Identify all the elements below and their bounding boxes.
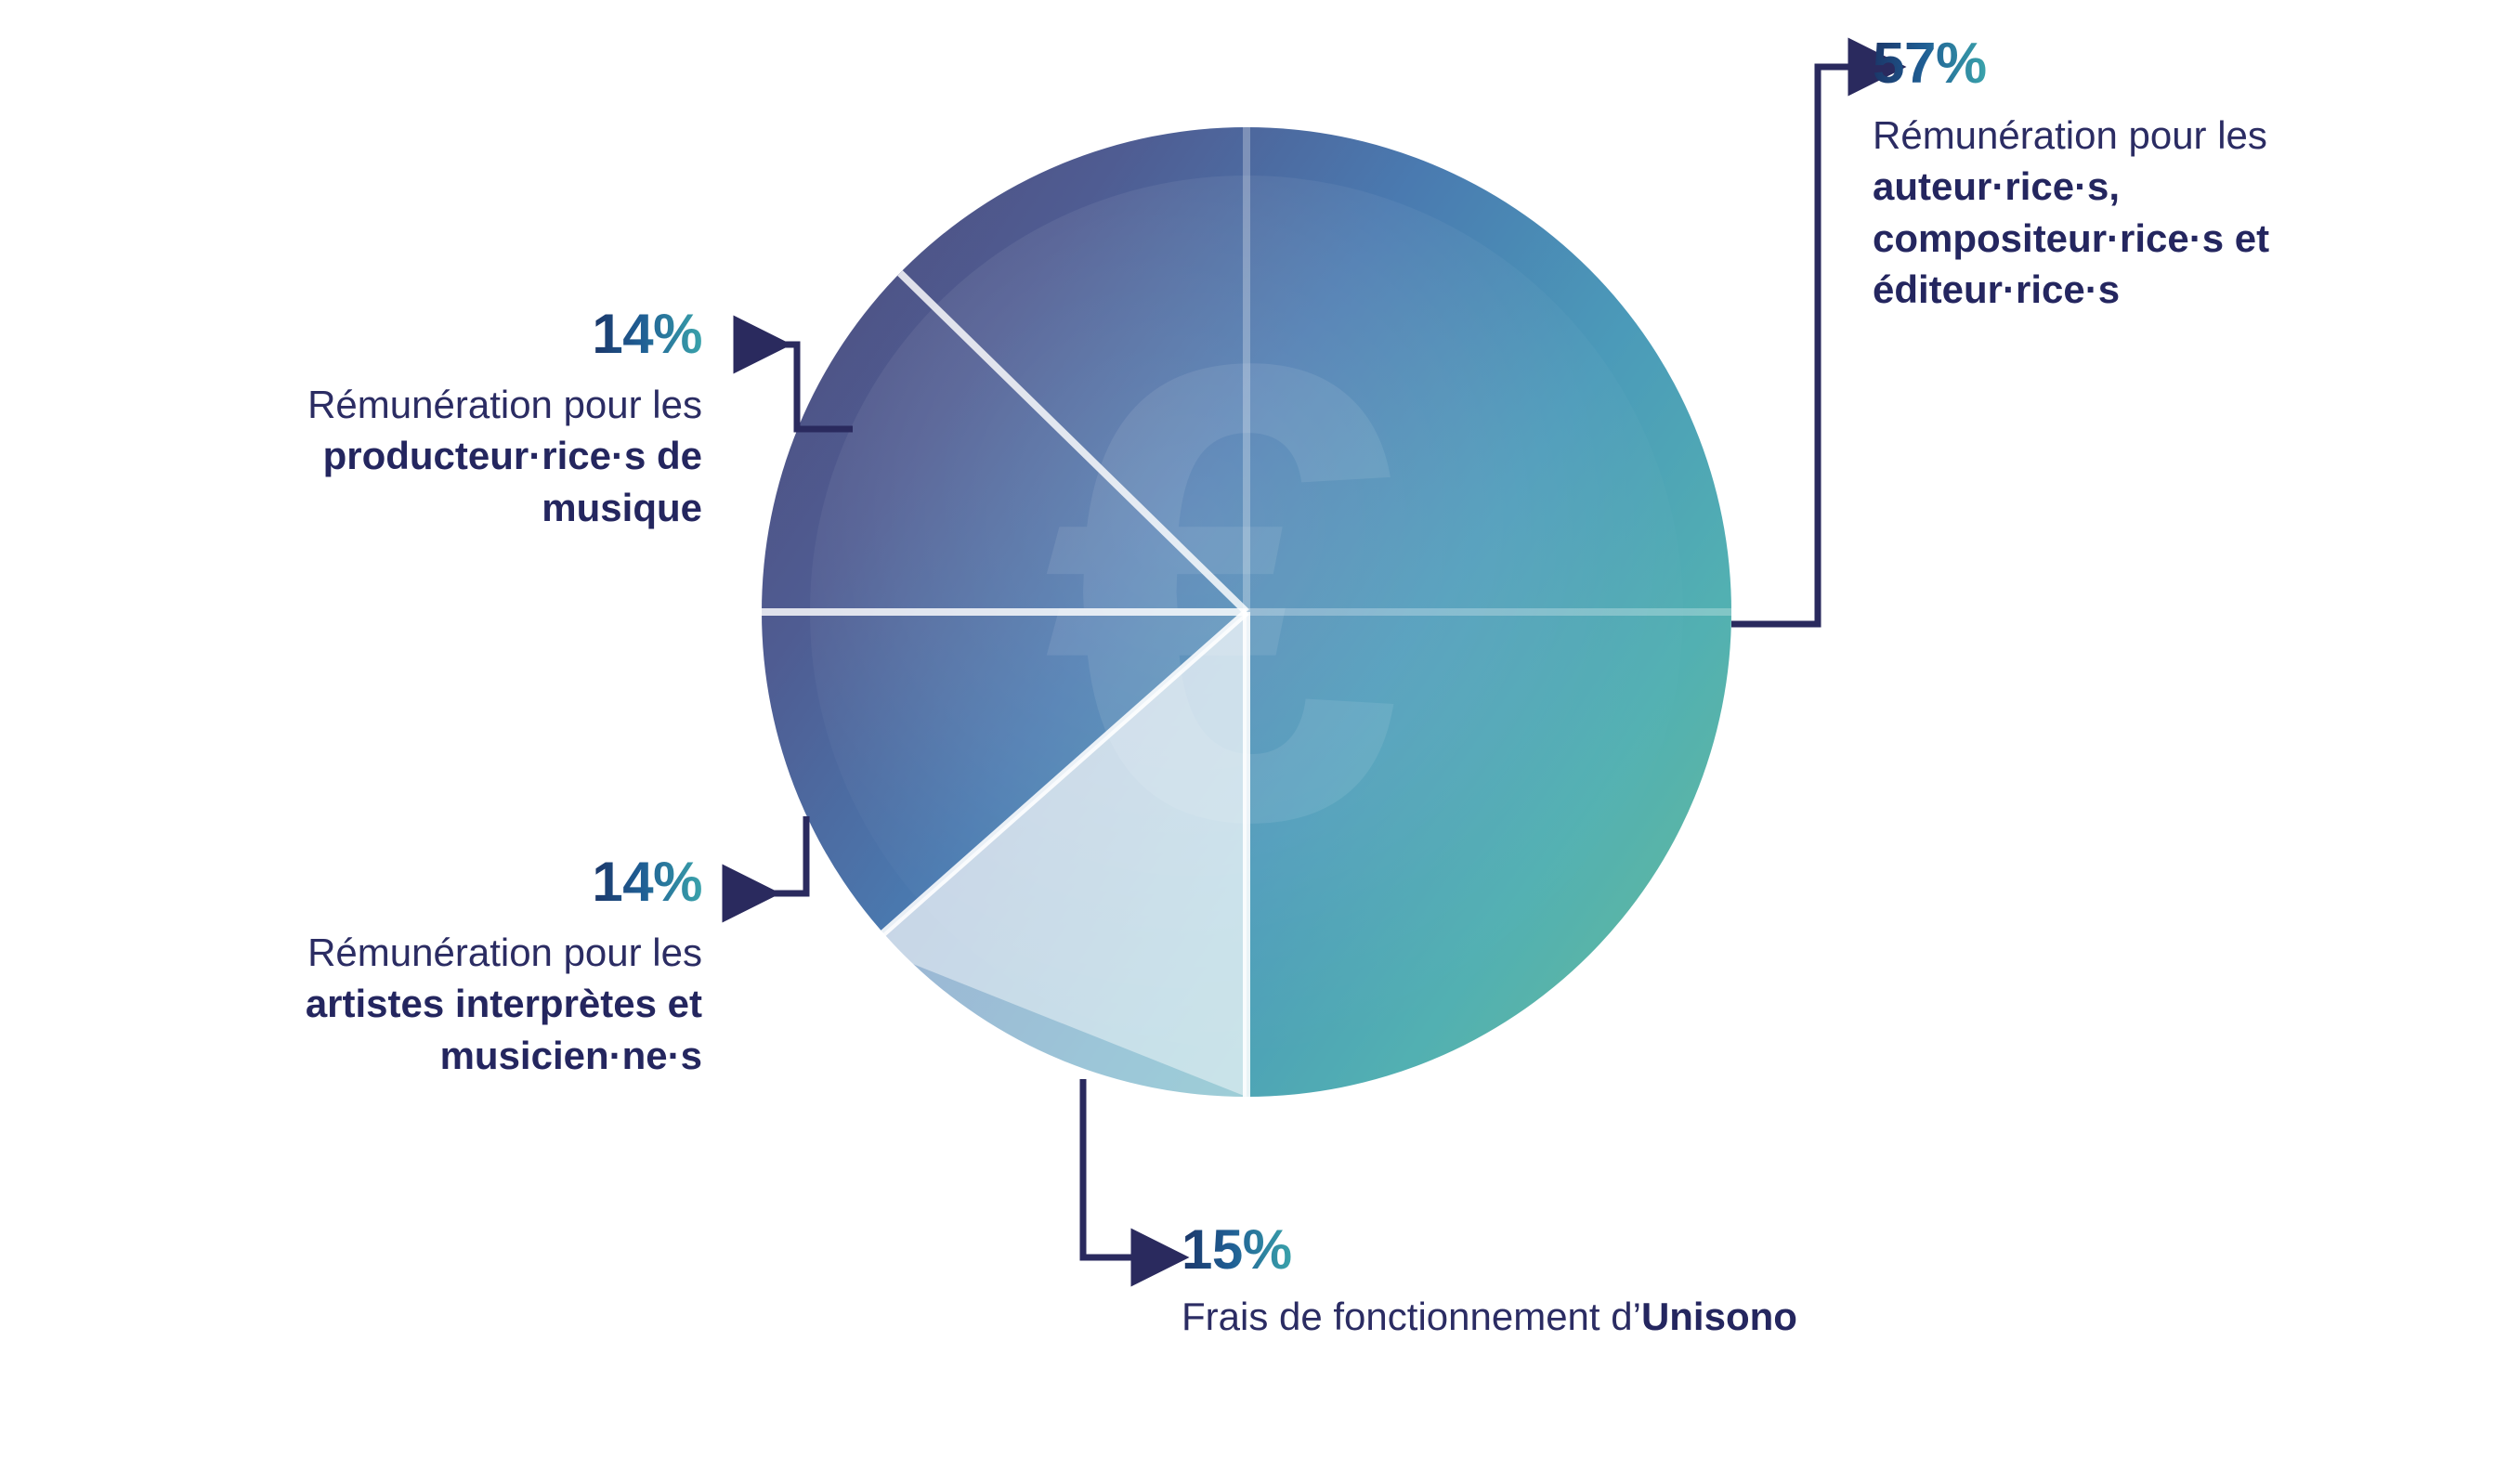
percent-value-performers: 14% xyxy=(592,851,702,913)
percent-value-producers: 14% xyxy=(592,303,702,365)
lead-text-authors: Rémunération pour les xyxy=(1873,113,2267,157)
connector-authors xyxy=(1731,37,1907,628)
bold-text-authors-3: éditeur·rice·s xyxy=(1873,267,2121,312)
connector-producers xyxy=(733,315,853,433)
percent-value-operating: 15% xyxy=(1182,1218,1292,1281)
bold-text-authors-2: compositeur·rice·s et xyxy=(1873,215,2270,260)
callout-performers: 14% Rémunération pour les artistes inter… xyxy=(80,851,703,1081)
bold-text-authors-1: auteur·rice·s, xyxy=(1873,164,2121,209)
connector-operating xyxy=(1079,1079,1190,1287)
callout-description-performers: Rémunération pour les artistes interprèt… xyxy=(80,927,702,1081)
lead-text-performers: Rémunération pour les xyxy=(307,931,702,974)
bold-text-performers-2: musicien·ne·s xyxy=(439,1033,702,1077)
bold-text-producers-2: musique xyxy=(542,485,702,529)
callout-description-operating: Frais de fonctionnement d’Unisono xyxy=(1182,1291,2185,1342)
callout-producers: 14% Rémunération pour les producteur·ric… xyxy=(80,306,702,533)
callout-description-authors: Rémunération pour les auteur·rice·s, com… xyxy=(1873,110,2486,316)
bold-text-operating-1: Unisono xyxy=(1640,1295,1797,1338)
lead-text-producers: Rémunération pour les xyxy=(307,383,702,426)
bold-text-producers-1: producteur·rice·s de xyxy=(322,434,702,478)
lead-text-operating: Frais de fonctionnement d’ xyxy=(1182,1295,1641,1338)
percent-value-authors: 57% xyxy=(1873,32,1987,96)
callout-operating-costs: 15% Frais de fonctionnement d’Unisono xyxy=(1182,1222,2185,1342)
callout-description-producers: Rémunération pour les producteur·rice·s … xyxy=(80,379,702,533)
slice-dividers xyxy=(762,127,1731,1097)
callout-authors: 57% Rémunération pour les auteur·rice·s,… xyxy=(1873,35,2486,316)
bold-text-performers-1: artistes interprètes et xyxy=(305,982,702,1026)
callout-connectors xyxy=(722,37,1907,1287)
connector-performers xyxy=(722,816,810,923)
slice-operating-costs xyxy=(868,612,1247,1098)
